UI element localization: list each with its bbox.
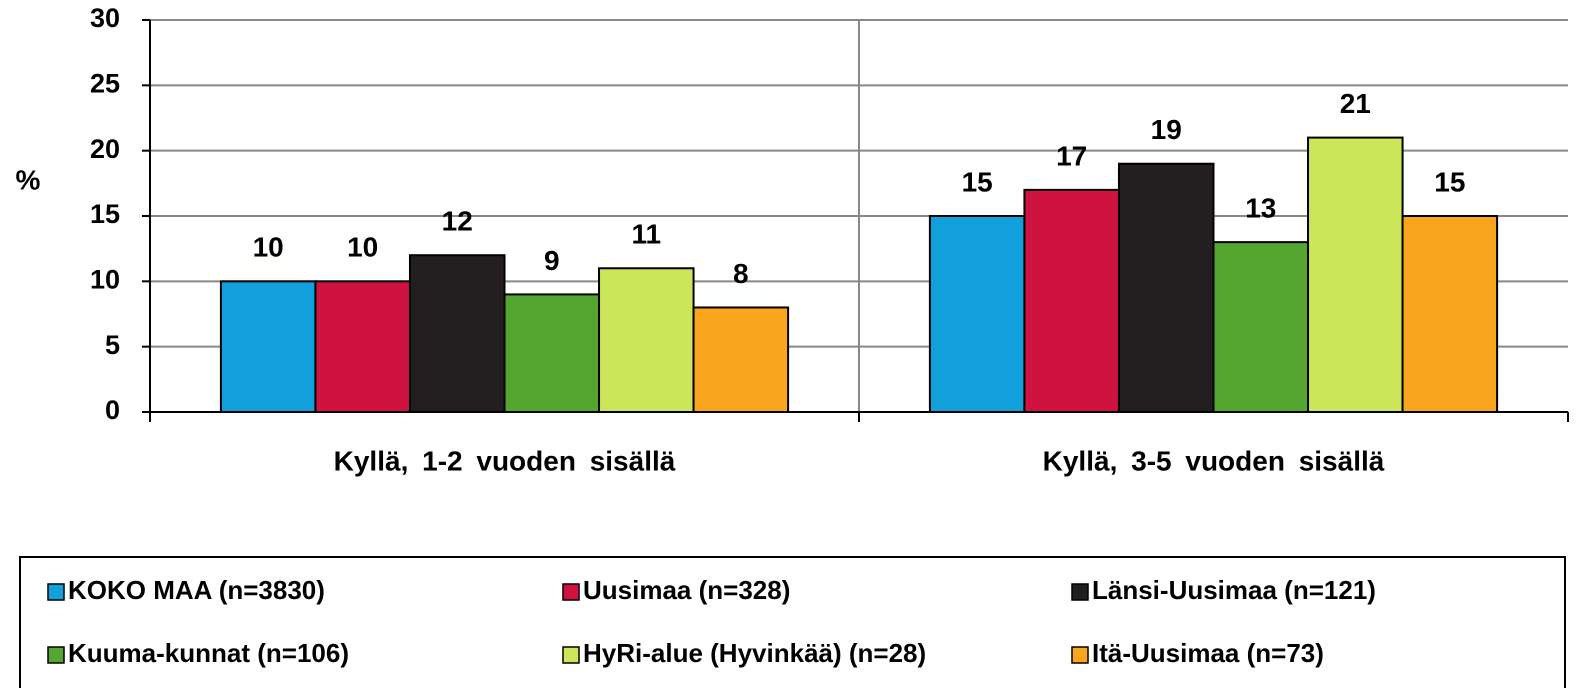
bar [1307, 136, 1404, 413]
data-label: 8 [733, 258, 749, 289]
legend-swatch [562, 583, 580, 601]
y-tick-label: 20 [90, 134, 120, 164]
bar [928, 215, 1026, 413]
y-tick-label: 5 [105, 330, 120, 360]
data-label: 17 [1056, 140, 1087, 171]
data-label: 19 [1151, 114, 1182, 145]
legend-swatch [47, 646, 65, 664]
data-label: 11 [631, 219, 661, 250]
y-tick-label: 0 [105, 395, 120, 425]
legend-label: KOKO MAA (n=3830) [68, 575, 325, 605]
legend-swatch [1071, 583, 1089, 601]
legend-label: HyRi-alue (Hyvinkää) (n=28) [583, 638, 926, 668]
bar [314, 280, 411, 414]
bar [1212, 241, 1310, 413]
data-label: 15 [962, 166, 993, 197]
bar [1401, 215, 1499, 413]
data-label: 13 [1245, 193, 1276, 224]
legend-label: Itä-Uusimaa (n=73) [1092, 638, 1324, 668]
data-label: 9 [544, 245, 560, 276]
bar [1117, 162, 1215, 413]
legend-swatch [47, 583, 65, 601]
x-tick-label: Kyllä, 3-5 vuoden sisällä [1043, 445, 1385, 476]
legend-label: Kuuma-kunnat (n=106) [68, 638, 349, 668]
data-label: 10 [347, 232, 378, 263]
y-tick-label: 10 [90, 264, 120, 294]
legend-swatch [1071, 646, 1089, 664]
data-label: 15 [1434, 166, 1465, 197]
legend-label: Uusimaa (n=328) [583, 575, 790, 605]
bar [598, 267, 695, 413]
legend-box [19, 556, 1566, 688]
data-label: 10 [253, 232, 284, 263]
data-label: 21 [1340, 88, 1371, 119]
bar [1023, 188, 1120, 413]
x-tick-label: Kyllä, 1-2 vuoden sisällä [334, 445, 676, 476]
legend-swatch [562, 646, 580, 664]
legend-label: Länsi-Uusimaa (n=121) [1092, 575, 1376, 605]
y-tick-label: 15 [90, 199, 120, 229]
y-axis-label: % [16, 164, 41, 195]
bar [219, 280, 317, 414]
y-tick-label: 30 [90, 3, 120, 33]
bar [503, 293, 601, 413]
y-tick-label: 25 [90, 68, 120, 98]
data-label: 12 [442, 206, 473, 237]
bar [408, 254, 506, 413]
bar [692, 306, 790, 414]
